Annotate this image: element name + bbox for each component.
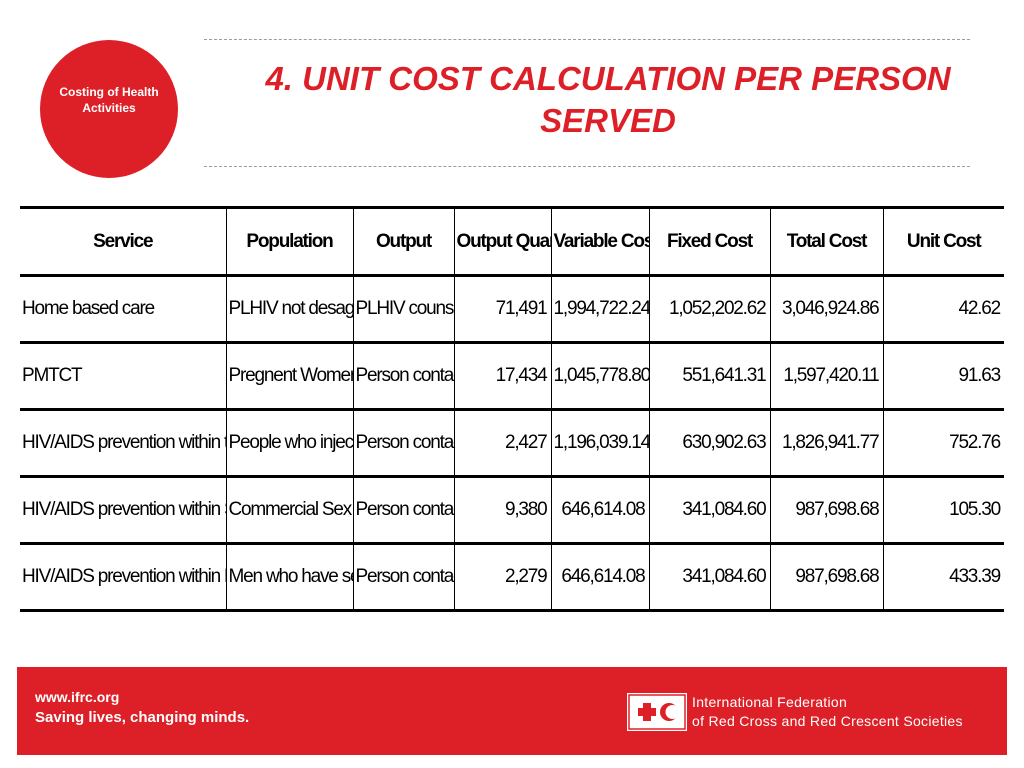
emblem-graphic xyxy=(628,694,686,730)
cell-output-quantity: 17,434 xyxy=(453,342,551,411)
cell-output-quantity: 2,427 xyxy=(453,409,551,478)
cell-output-quantity: 9,380 xyxy=(453,476,551,545)
cell-service: HIV/AIDS prevention within SWs xyxy=(20,476,226,545)
cell-unit-cost: 752.76 xyxy=(882,409,1004,478)
cell-total-cost: 987,698.68 xyxy=(769,476,883,545)
cell-population: People who injects drugs xyxy=(225,409,353,478)
badge-label-line2: Activities xyxy=(82,101,136,115)
cell-output-quantity: 71,491 xyxy=(453,275,551,344)
header-service: Service xyxy=(20,206,226,277)
cell-service: HIV/AIDS prevention within to IDUs xyxy=(20,409,226,478)
table-row: HIV/AIDS prevention within MSMs Men who … xyxy=(20,543,1004,612)
header-total-cost: Total Cost xyxy=(769,206,883,277)
cell-fixed-cost: 341,084.60 xyxy=(648,543,770,612)
cell-population: Commercial Sex Worker xyxy=(225,476,353,545)
cell-variable-cost: 646,614.08 xyxy=(550,476,649,545)
table-header-row: Service Population Output Output Quantit… xyxy=(20,206,1004,277)
header-fixed-cost: Fixed Cost xyxy=(648,206,770,277)
header-output: Output xyxy=(352,206,454,277)
cell-output-quantity: 2,279 xyxy=(453,543,551,612)
cell-output: Person contacted xyxy=(352,409,454,478)
table-row: HIV/AIDS prevention within SWs Commercia… xyxy=(20,476,1004,545)
cell-unit-cost: 42.62 xyxy=(882,275,1004,344)
header-population: Population xyxy=(225,206,353,277)
cell-fixed-cost: 341,084.60 xyxy=(648,476,770,545)
footer-tagline: Saving lives, changing minds. xyxy=(35,709,250,726)
cell-variable-cost: 1,994,722.24 xyxy=(550,275,649,344)
page-title: 4. UNIT COST CALCULATION PER PERSON SERV… xyxy=(208,58,1008,142)
cell-unit-cost: 433.39 xyxy=(882,543,1004,612)
cell-output: PLHIV counselled xyxy=(352,275,454,344)
cell-total-cost: 1,597,420.11 xyxy=(769,342,883,411)
table-row: Home based care PLHIV not desagregated P… xyxy=(20,275,1004,344)
table-row: HIV/AIDS prevention within to IDUs Peopl… xyxy=(20,409,1004,478)
cell-total-cost: 1,826,941.77 xyxy=(769,409,883,478)
badge-label: Costing of Health Activities xyxy=(40,84,178,116)
table-row: PMTCT Pregnent Women deliver Person cont… xyxy=(20,342,1004,411)
cell-population: Pregnent Women deliver xyxy=(225,342,353,411)
cell-service: PMTCT xyxy=(20,342,226,411)
footer-website-link[interactable]: www.ifrc.org xyxy=(35,689,120,705)
red-cross-crescent-emblem-icon xyxy=(627,693,687,731)
footer-banner: www.ifrc.org Saving lives, changing mind… xyxy=(17,667,1007,755)
cell-variable-cost: 646,614.08 xyxy=(550,543,649,612)
cell-fixed-cost: 630,902.63 xyxy=(648,409,770,478)
cell-output: Person contacted xyxy=(352,476,454,545)
cell-variable-cost: 1,196,039.14 xyxy=(550,409,649,478)
cell-fixed-cost: 1,052,202.62 xyxy=(648,275,770,344)
cell-output: Person contacted xyxy=(352,342,454,411)
cell-service: HIV/AIDS prevention within MSMs xyxy=(20,543,226,612)
cell-fixed-cost: 551,641.31 xyxy=(648,342,770,411)
header-output-quantity: Output Quantity xyxy=(453,206,551,277)
cell-service: Home based care xyxy=(20,275,226,344)
cell-total-cost: 3,046,924.86 xyxy=(769,275,883,344)
footer-org-name-line2: of Red Cross and Red Crescent Societies xyxy=(692,713,963,729)
page-title-line1: 4. UNIT COST CALCULATION PER PERSON xyxy=(265,60,951,97)
section-badge: Costing of Health Activities xyxy=(40,40,178,178)
header-variable-cost: Variable Cost xyxy=(550,206,649,277)
bottom-dashed-divider xyxy=(204,166,970,167)
page-title-line2: SERVED xyxy=(540,102,676,139)
cell-output: Person contacted xyxy=(352,543,454,612)
cell-unit-cost: 91.63 xyxy=(882,342,1004,411)
cell-variable-cost: 1,045,778.80 xyxy=(550,342,649,411)
header-unit-cost: Unit Cost xyxy=(882,206,1004,277)
footer-org-name-line1: International Federation xyxy=(692,694,848,710)
unit-cost-table-container: Service Population Output Output Quantit… xyxy=(20,206,1004,612)
cell-total-cost: 987,698.68 xyxy=(769,543,883,612)
cell-population: PLHIV not desagregated xyxy=(225,275,353,344)
cell-population: Men who have sex with m xyxy=(225,543,353,612)
unit-cost-table: Service Population Output Output Quantit… xyxy=(20,206,1004,612)
badge-label-line1: Costing of Health xyxy=(59,85,159,99)
top-dashed-divider xyxy=(204,39,970,40)
cell-unit-cost: 105.30 xyxy=(882,476,1004,545)
